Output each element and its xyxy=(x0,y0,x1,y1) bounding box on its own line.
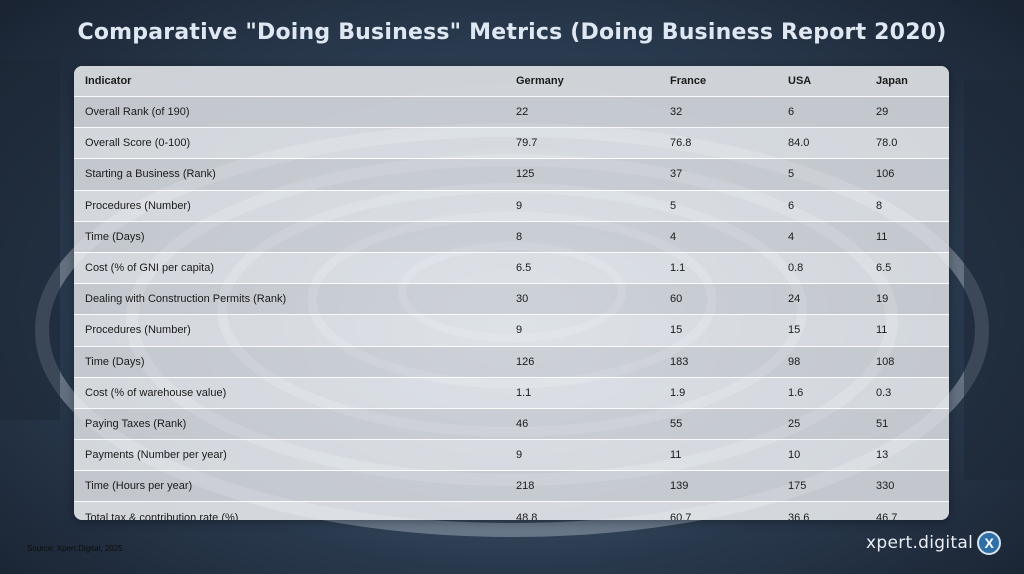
table-row: Time (Days) 126 183 98 108 xyxy=(74,346,949,378)
cell-indicator: Time (Hours per year) xyxy=(85,480,193,493)
brand-name: xpert.digital xyxy=(866,533,974,553)
cell-usa: 25 xyxy=(788,417,801,430)
cell-usa: 98 xyxy=(788,355,801,368)
column-header-france: France xyxy=(670,75,707,87)
cell-indicator: Time (Days) xyxy=(85,355,145,368)
cell-usa: 15 xyxy=(788,324,801,337)
column-header-usa: USA xyxy=(788,75,812,87)
cell-usa: 10 xyxy=(788,449,801,462)
table-row: Total tax & contribution rate (%) 48.8 60.… xyxy=(74,501,949,520)
cell-germany: 22 xyxy=(516,106,529,119)
cell-indicator: Paying Taxes (Rank) xyxy=(85,417,187,430)
cell-japan: 106 xyxy=(876,168,895,181)
cell-japan: 6.5 xyxy=(876,262,892,275)
cell-usa: 84.0 xyxy=(788,137,810,150)
table-row: Payments (Number per year) 9 11 10 13 xyxy=(74,439,949,471)
cell-indicator: Procedures (Number) xyxy=(85,324,191,337)
cell-germany: 8 xyxy=(516,230,523,243)
cell-usa: 24 xyxy=(788,293,801,306)
cell-indicator: Dealing with Construction Permits (Rank) xyxy=(85,293,287,306)
cell-usa: 6 xyxy=(788,106,795,119)
cell-indicator: Overall Score (0-100) xyxy=(85,137,191,150)
table-header-row: Indicator Germany France USA Japan xyxy=(74,66,949,97)
cell-usa: 175 xyxy=(788,480,807,493)
cell-germany: 9 xyxy=(516,449,523,462)
cell-indicator: Time (Days) xyxy=(85,230,145,243)
table-row: Procedures (Number) 9 15 15 11 xyxy=(74,314,949,346)
cell-france: 37 xyxy=(670,168,683,181)
column-header-germany: Germany xyxy=(516,75,564,87)
table-row: Overall Score (0-100) 79.7 76.8 84.0 78.0 xyxy=(74,127,949,159)
cell-germany: 9 xyxy=(516,324,523,337)
cell-japan: 46.7 xyxy=(876,511,898,520)
table-row: Time (Hours per year) 218 139 175 330 xyxy=(74,470,949,502)
cell-usa: 0.8 xyxy=(788,262,804,275)
cell-japan: 51 xyxy=(876,417,889,430)
source-caption: Source: Xpert.Digital, 2025 xyxy=(27,544,123,553)
cell-japan: 8 xyxy=(876,199,883,212)
table-row: Time (Days) 8 4 4 11 xyxy=(74,221,949,253)
cell-germany: 6.5 xyxy=(516,262,532,275)
cell-france: 11 xyxy=(670,449,682,462)
cell-germany: 48.8 xyxy=(516,511,538,520)
cell-france: 5 xyxy=(670,199,677,212)
table-row: Overall Rank (of 190) 22 32 6 29 xyxy=(74,96,949,128)
cell-germany: 125 xyxy=(516,168,535,181)
cell-france: 4 xyxy=(670,230,677,243)
cell-france: 1.9 xyxy=(670,386,686,399)
cell-germany: 79.7 xyxy=(516,137,538,150)
brand-link[interactable]: xpert.digital X xyxy=(866,531,1002,555)
cell-france: 76.8 xyxy=(670,137,692,150)
metrics-table: Indicator Germany France USA Japan Overa… xyxy=(74,66,949,520)
metrics-table-card: Indicator Germany France USA Japan Overa… xyxy=(74,66,949,520)
cell-usa: 6 xyxy=(788,199,795,212)
cell-indicator: Overall Rank (of 190) xyxy=(85,106,190,119)
cell-indicator: Starting a Business (Rank) xyxy=(85,168,216,181)
cell-france: 15 xyxy=(670,324,683,337)
cell-germany: 46 xyxy=(516,417,529,430)
table-row: Cost (% of warehouse value) 1.1 1.9 1.6 0.3 xyxy=(74,377,949,409)
table-row: Cost (% of GNI per capita) 6.5 1.1 0.8 6.5 xyxy=(74,252,949,284)
cell-japan: 78.0 xyxy=(876,137,898,150)
page-title: Comparative "Doing Business" Metrics (Do… xyxy=(77,20,947,45)
table-row: Paying Taxes (Rank) 46 55 25 51 xyxy=(74,408,949,440)
cell-japan: 0.3 xyxy=(876,386,892,399)
cell-france: 60.7 xyxy=(670,511,692,520)
cell-japan: 108 xyxy=(876,355,895,368)
cell-france: 139 xyxy=(670,480,689,493)
table-row: Starting a Business (Rank) 125 37 5 106 xyxy=(74,158,949,191)
column-header-indicator: Indicator xyxy=(85,75,132,87)
cell-japan: 330 xyxy=(876,480,895,493)
cell-germany: 126 xyxy=(516,355,535,368)
cell-germany: 218 xyxy=(516,480,535,493)
cell-usa: 1.6 xyxy=(788,386,804,399)
cell-france: 32 xyxy=(670,106,683,119)
table-row: Dealing with Construction Permits (Rank)… xyxy=(74,283,949,315)
cell-usa: 5 xyxy=(788,168,795,181)
cell-indicator: Cost (% of GNI per capita) xyxy=(85,262,214,275)
column-header-japan: Japan xyxy=(876,75,908,87)
cell-usa: 36.6 xyxy=(788,511,810,520)
cell-japan: 29 xyxy=(876,106,889,119)
cell-indicator: Cost (% of warehouse value) xyxy=(85,386,227,399)
cell-germany: 30 xyxy=(516,293,529,306)
cell-france: 55 xyxy=(670,417,683,430)
cell-indicator: Total tax & contribution rate (%) xyxy=(85,511,239,520)
cell-france: 1.1 xyxy=(670,262,686,275)
cell-germany: 9 xyxy=(516,199,523,212)
cell-france: 183 xyxy=(670,355,689,368)
cell-japan: 13 xyxy=(876,449,889,462)
xpert-logo-icon: X xyxy=(977,531,1002,555)
cell-japan: 11 xyxy=(876,324,888,337)
cell-indicator: Payments (Number per year) xyxy=(85,449,227,462)
table-row: Procedures (Number) 9 5 6 8 xyxy=(74,190,949,222)
cell-usa: 4 xyxy=(788,230,795,243)
cell-france: 60 xyxy=(670,293,683,306)
cell-japan: 11 xyxy=(876,230,888,243)
cell-germany: 1.1 xyxy=(516,386,532,399)
cell-indicator: Procedures (Number) xyxy=(85,199,191,212)
cell-japan: 19 xyxy=(876,293,889,306)
